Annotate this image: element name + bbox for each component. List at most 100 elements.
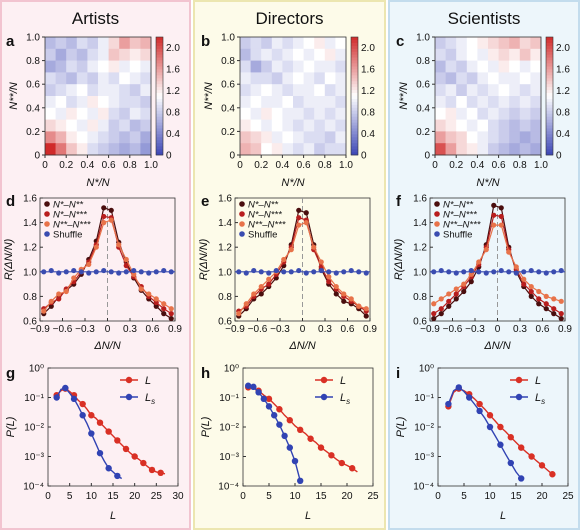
heatmap-cell — [477, 119, 489, 132]
heatmap-cell — [435, 119, 446, 132]
data-point — [513, 270, 519, 276]
heatmap-cell — [250, 37, 262, 50]
data-point — [138, 286, 144, 292]
data-point — [79, 412, 86, 419]
heatmap-cell — [261, 107, 273, 120]
y-tick-label: 1.4 — [218, 218, 232, 229]
colorbar-segment — [351, 149, 358, 153]
heatmap-cell — [250, 96, 262, 109]
colorbar-segment — [351, 63, 358, 67]
heatmap-panel-c: c 0 0.2 0.4 0.6 0.8 1.0 0 0.2 0.4 0.6 0.8 1.0 N*/N N**… — [396, 33, 570, 190]
data-point — [491, 222, 497, 228]
heatmap-cell — [250, 60, 262, 73]
data-point — [114, 437, 121, 444]
data-point — [288, 269, 294, 275]
data-point — [71, 275, 77, 281]
data-point — [105, 428, 112, 435]
colorbar-tick-label: 0.8 — [166, 108, 180, 119]
y-tick-label: 1.6 — [23, 194, 37, 205]
data-point — [538, 462, 546, 469]
data-point — [543, 270, 549, 276]
x-tick-label: −0.9 — [225, 324, 245, 335]
heatmap-cell — [498, 72, 510, 85]
colorbar-segment — [546, 140, 553, 144]
data-point — [161, 301, 167, 307]
data-point — [236, 269, 242, 275]
data-point — [497, 423, 504, 431]
heatmap-cell — [66, 131, 78, 144]
x-axis-label: N*/N — [86, 177, 109, 189]
colorbar-segment — [546, 134, 553, 138]
data-point — [468, 279, 474, 285]
y-tick-label: 1.2 — [413, 243, 427, 254]
data-point — [455, 384, 462, 391]
x-axis-label: ΔN/N — [93, 340, 120, 352]
data-point — [317, 444, 325, 451]
heatmap-cell — [76, 119, 88, 132]
data-point — [483, 247, 489, 253]
heatmap-cell — [98, 72, 109, 85]
y-tick-label: 0.6 — [416, 80, 430, 91]
heatmap-cell — [509, 143, 521, 156]
heatmap-cell — [45, 60, 56, 73]
y-tick-label: 0.4 — [221, 103, 235, 114]
heatmap-cell — [519, 96, 531, 109]
data-point — [507, 434, 514, 441]
colorbar-segment — [546, 42, 553, 47]
x-tick-label: 0.2 — [254, 160, 268, 171]
colorbar-segment — [546, 125, 553, 129]
data-point — [491, 269, 497, 275]
data-point — [453, 291, 459, 297]
heatmap-cell — [435, 96, 446, 109]
data-point — [108, 217, 114, 223]
data-point — [273, 267, 279, 274]
data-point — [276, 406, 283, 413]
colorbar-segment — [156, 140, 163, 144]
heatmap-cell — [293, 72, 304, 85]
heatmap-cell — [98, 48, 109, 61]
legend-label: Shuffle — [53, 230, 82, 241]
data-point — [549, 471, 556, 478]
colorbar-segment — [351, 122, 358, 126]
heatmap-cell — [76, 37, 88, 50]
data-point — [288, 247, 294, 253]
y-tick-label: 10⁻³ — [414, 452, 434, 463]
data-point — [363, 270, 369, 276]
data-point — [476, 269, 482, 275]
colorbar-tick-label: 2.0 — [556, 43, 570, 54]
heatmap-cell — [240, 72, 251, 85]
heatmap-cell — [324, 37, 336, 50]
colorbar-segment — [351, 72, 358, 76]
y-tick-label: 10⁻² — [414, 423, 434, 434]
y-tick-label: 10⁻² — [24, 423, 44, 434]
colorbar-segment — [156, 45, 163, 50]
x-axis-label: N*/N — [281, 177, 304, 189]
heatmap-cell — [466, 131, 478, 144]
heatmap-cell — [282, 48, 294, 61]
legend-label: N*–N** — [443, 200, 473, 211]
colorbar-segment — [546, 75, 553, 79]
heatmap-cell — [98, 37, 109, 50]
heatmap-cell — [303, 84, 315, 97]
data-point — [101, 205, 107, 211]
legend-marker — [515, 393, 523, 401]
colorbar-segment — [546, 137, 553, 141]
data-point — [93, 244, 99, 250]
legend-marker — [434, 221, 440, 227]
heatmap-cell — [530, 48, 542, 61]
colorbar-tick-label: 1.6 — [166, 65, 180, 76]
colorbar-segment — [156, 122, 163, 126]
y-tick-label: 0.4 — [26, 103, 40, 114]
colorbar-segment — [156, 84, 163, 88]
colorbar-tick-label: 1.6 — [361, 65, 375, 76]
heatmap-cell — [119, 60, 131, 73]
legend-marker — [320, 393, 328, 401]
heatmap-cell — [119, 119, 131, 132]
heatmap-cell — [530, 107, 542, 120]
heatmap-cell — [129, 60, 141, 73]
data-point — [86, 261, 92, 268]
x-tick-label: −0.6 — [443, 324, 463, 335]
data-point — [116, 242, 122, 248]
heatmap-cell — [129, 48, 141, 61]
x-tick-label: 25 — [562, 491, 574, 502]
